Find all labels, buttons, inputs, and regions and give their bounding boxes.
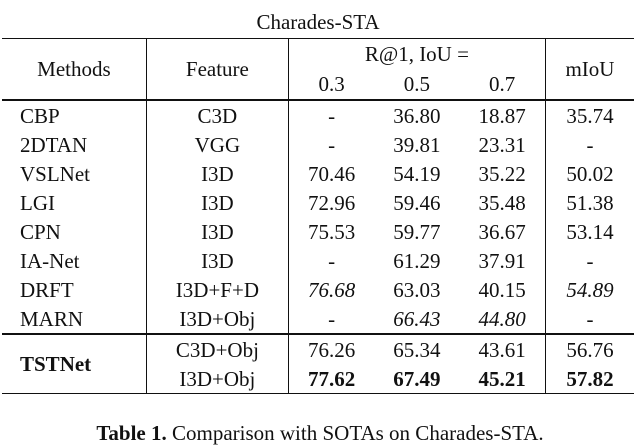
table-title-row: Charades-STA: [2, 6, 634, 39]
table-row: CPN I3D 75.53 59.77 36.67 53.14: [2, 217, 634, 246]
value-cell: 65.34: [374, 333, 460, 364]
value-cell: -: [328, 103, 336, 128]
value-cell: -: [328, 306, 336, 331]
value-cell: 40.15: [459, 275, 546, 304]
feature-cell: I3D+Obj: [146, 364, 289, 394]
value-cell-best: 67.49: [374, 364, 460, 394]
value-cell: 59.77: [393, 219, 441, 244]
value-cell: -: [328, 132, 336, 157]
value-cell: -: [328, 248, 336, 273]
table-row: MARN I3D+Obj - 66.43 44.80 -: [2, 304, 634, 334]
value-cell-best: 45.21: [459, 364, 546, 394]
dataset-title: Charades-STA: [2, 6, 634, 39]
miou-cell: 35.74: [566, 103, 614, 128]
value-cell: 76.26: [288, 333, 375, 364]
miou-cell: -: [586, 306, 594, 331]
value-cell-second-best: 76.68: [308, 277, 356, 302]
miou-cell-best: 57.82: [545, 364, 634, 394]
feature-cell: I3D+Obj: [146, 304, 289, 334]
table-row: CBP C3D - 36.80 18.87 35.74: [2, 100, 634, 130]
method-cell: 2DTAN: [2, 130, 147, 159]
table-row-ours: TSTNet C3D+Obj 76.26 65.34 43.61 56.76: [2, 333, 634, 394]
miou-cell: 50.02: [566, 161, 614, 186]
value-cell: 36.80: [393, 103, 441, 128]
value-cell-best: 77.62: [288, 364, 375, 394]
table-row: 2DTAN VGG - 39.81 23.31 -: [2, 130, 634, 159]
miou-cell: 53.14: [566, 219, 614, 244]
value-cell: 36.67: [459, 217, 546, 246]
table-row-ours: I3D+Obj 77.62 67.49 45.21 57.82: [2, 364, 634, 394]
method-cell: DRFT: [2, 275, 147, 304]
header-methods: Methods: [2, 38, 147, 101]
miou-cell-second-best: 54.89: [566, 277, 614, 302]
table-caption: Table 1. Comparison with SOTAs on Charad…: [0, 420, 640, 446]
miou-cell: 51.38: [566, 190, 614, 215]
header-row-1: Methods Feature R@1, IoU = mIoU: [2, 38, 634, 101]
table-row: DRFT I3D+F+D 76.68 63.03 40.15 54.89: [2, 275, 634, 304]
caption-text: Comparison with SOTAs on Charades-STA.: [171, 421, 544, 445]
header-row-2: 0.3 0.5 0.7: [2, 69, 634, 101]
header-feature: Feature: [146, 38, 289, 101]
value-cell-second-best: 66.43: [393, 306, 441, 331]
value-cell: 18.87: [459, 100, 546, 130]
miou-cell: -: [586, 132, 594, 157]
header-miou: mIoU: [545, 38, 634, 101]
table-row: IA-Net I3D - 61.29 37.91 -: [2, 246, 634, 275]
method-cell: LGI: [2, 188, 147, 217]
value-cell: 35.48: [459, 188, 546, 217]
value-cell: 63.03: [393, 277, 441, 302]
header-iou-03: 0.3: [288, 69, 375, 101]
feature-cell: I3D: [146, 217, 289, 246]
value-cell: 70.46: [308, 161, 356, 186]
feature-cell: I3D: [146, 188, 289, 217]
value-cell: 72.96: [308, 190, 356, 215]
value-cell: 37.91: [459, 246, 546, 275]
value-cell: 35.22: [459, 159, 546, 188]
table-row: VSLNet I3D 70.46 54.19 35.22 50.02: [2, 159, 634, 188]
feature-cell: I3D+F+D: [146, 275, 289, 304]
method-cell: CPN: [2, 217, 147, 246]
value-cell: 59.46: [393, 190, 441, 215]
method-cell: IA-Net: [2, 246, 147, 275]
feature-cell: C3D: [146, 100, 289, 130]
table-row: LGI I3D 72.96 59.46 35.48 51.38: [2, 188, 634, 217]
miou-cell: -: [586, 248, 594, 273]
value-cell: 75.53: [308, 219, 356, 244]
feature-cell: C3D+Obj: [146, 333, 289, 364]
miou-cell: 56.76: [545, 333, 634, 364]
value-cell: 23.31: [459, 130, 546, 159]
feature-cell: VGG: [146, 130, 289, 159]
method-cell-ours: TSTNet: [2, 333, 147, 394]
method-cell: MARN: [2, 304, 147, 334]
value-cell: 43.61: [459, 333, 546, 364]
value-cell: 61.29: [393, 248, 441, 273]
value-cell: 39.81: [393, 132, 441, 157]
header-recall: R@1, IoU =: [288, 38, 546, 69]
method-cell: CBP: [2, 100, 147, 130]
header-iou-05: 0.5: [374, 69, 460, 101]
results-table: Charades-STA Methods Feature R@1, IoU = …: [2, 6, 634, 394]
value-cell: 54.19: [393, 161, 441, 186]
feature-cell: I3D: [146, 246, 289, 275]
method-cell: VSLNet: [2, 159, 147, 188]
value-cell-second-best: 44.80: [459, 304, 546, 334]
feature-cell: I3D: [146, 159, 289, 188]
results-table-container: Charades-STA Methods Feature R@1, IoU = …: [0, 6, 640, 394]
caption-label: Table 1.: [96, 421, 167, 445]
header-iou-07: 0.7: [459, 69, 546, 101]
